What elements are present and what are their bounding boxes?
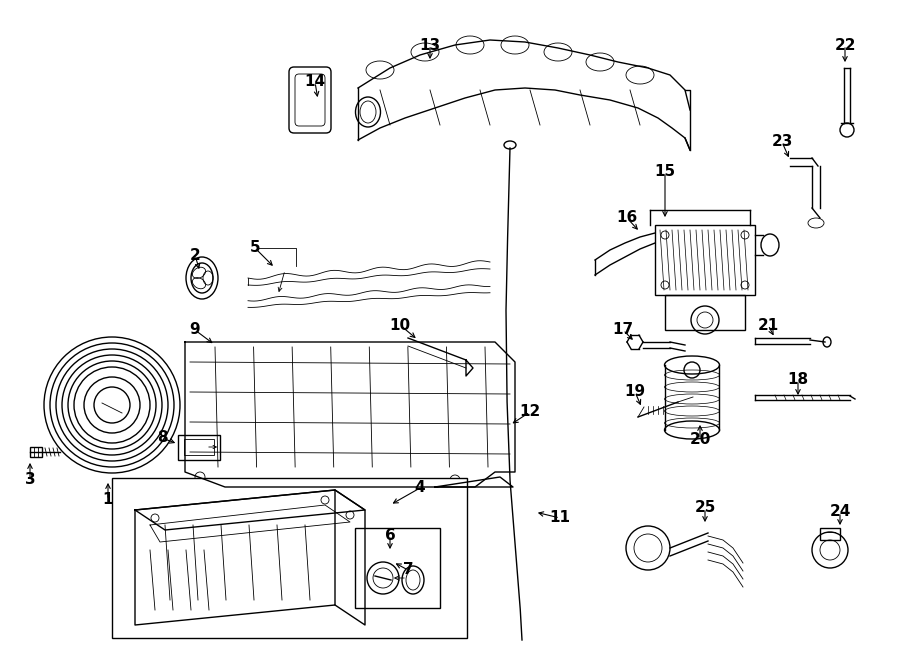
Text: 13: 13 (419, 38, 441, 52)
Bar (655, 225, 755, 295)
Text: 15: 15 (654, 165, 676, 180)
Text: 7: 7 (402, 563, 413, 578)
Text: 10: 10 (390, 317, 410, 332)
Text: 22: 22 (834, 38, 856, 52)
Text: 1: 1 (103, 492, 113, 508)
Text: 4: 4 (415, 481, 426, 496)
Bar (30, 447, 42, 457)
Bar (184, 439, 214, 455)
Text: 18: 18 (788, 373, 808, 387)
Text: 3: 3 (24, 473, 35, 488)
Text: 20: 20 (689, 432, 711, 447)
Text: 12: 12 (519, 405, 541, 420)
Text: 24: 24 (829, 504, 850, 520)
Bar (820, 528, 840, 540)
Text: 23: 23 (771, 134, 793, 149)
Text: 2: 2 (190, 247, 201, 262)
Text: 11: 11 (550, 510, 571, 525)
Text: 5: 5 (249, 241, 260, 256)
Bar (178, 435, 220, 460)
Bar (355, 528, 440, 608)
Text: 16: 16 (616, 210, 637, 225)
Text: 6: 6 (384, 527, 395, 543)
Bar (112, 478, 467, 638)
Text: 14: 14 (304, 75, 326, 89)
Text: 17: 17 (612, 323, 634, 338)
Text: 25: 25 (694, 500, 716, 516)
Text: 9: 9 (190, 323, 201, 338)
Text: 8: 8 (157, 430, 167, 446)
Text: 21: 21 (758, 317, 778, 332)
Text: 19: 19 (625, 385, 645, 399)
Bar (665, 295, 745, 330)
